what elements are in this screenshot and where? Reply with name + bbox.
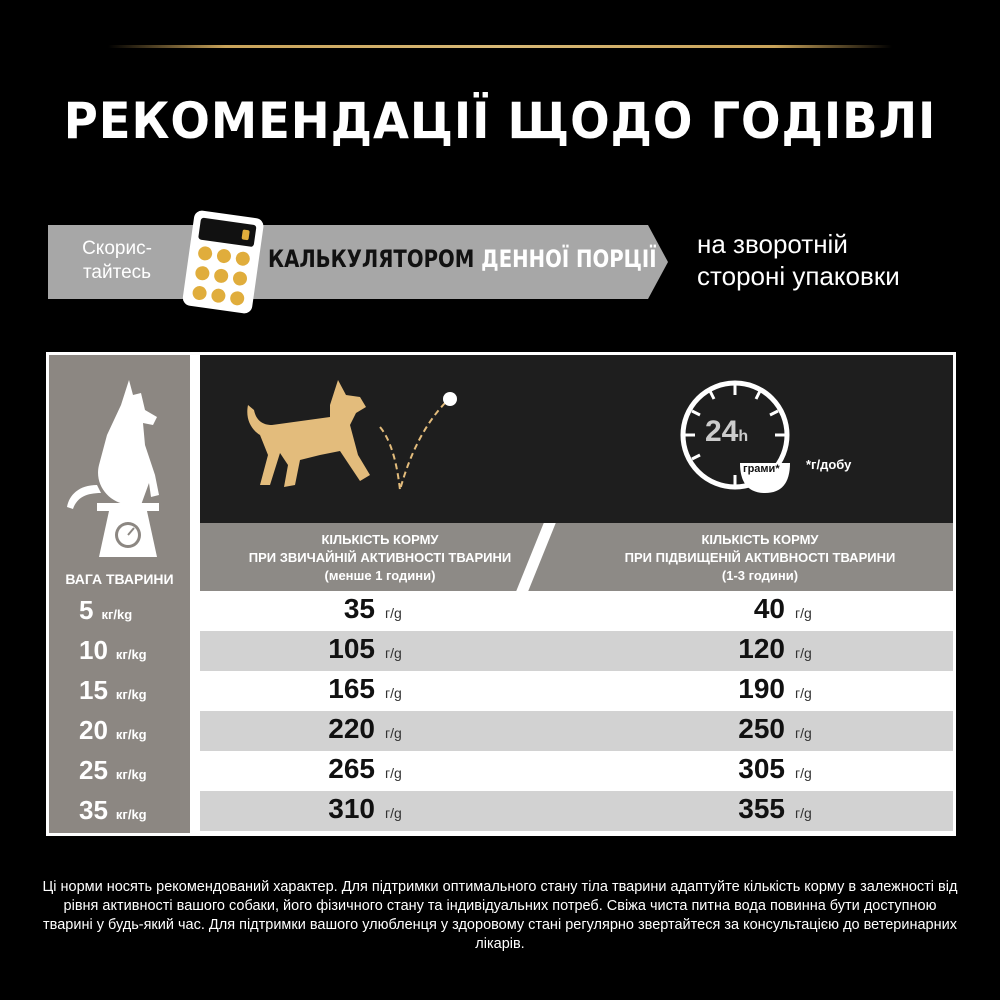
unit: г/g (795, 605, 812, 621)
unit: г/g (385, 725, 402, 741)
table-row: 15 кг/kg 165 г/g 190 г/g (49, 671, 953, 711)
table-row: 5 кг/kg 35 г/g 40 г/g (49, 591, 953, 631)
high-value: 250 (738, 713, 785, 744)
dog-on-scale-icon (67, 380, 159, 557)
weight-cell: 25 кг/kg (79, 755, 147, 785)
table-row: 20 кг/kg 220 г/g 250 г/g (49, 711, 953, 751)
use-line-2: тайтесь (82, 262, 152, 283)
per-day-label: *г/добу (806, 457, 852, 472)
unit: г/g (795, 765, 812, 781)
back-line-1: на зворотній (697, 229, 848, 259)
normal-value: 35 (343, 593, 375, 624)
normal-value: 265 (328, 753, 375, 784)
activity-illustration (247, 380, 790, 493)
unit: г/g (385, 645, 402, 661)
ball-trajectory (379, 402, 446, 491)
high-value: 305 (738, 753, 785, 784)
normal-value: 105 (328, 633, 375, 664)
feeding-table: ВАГА ТВАРИНИ 24h грами* *г/добу КІЛЬКІСТ… (46, 352, 956, 836)
high-value: 40 (753, 593, 785, 624)
normal-value: 310 (328, 793, 375, 824)
running-dog-icon (247, 380, 370, 487)
normal-value: 165 (328, 673, 375, 704)
weight-header: ВАГА ТВАРИНИ (65, 571, 174, 587)
banner-use-text: Скорис-тайтесь (62, 237, 172, 285)
weight-cell: 35 кг/kg (79, 795, 147, 825)
disclaimer-text: Ці норми носять рекомендований характер.… (42, 879, 958, 952)
gold-divider (108, 45, 892, 48)
back-line-2: стороні упаковки (697, 261, 900, 291)
high-value: 120 (738, 633, 785, 664)
unit: г/g (385, 765, 402, 781)
table-row: 35 кг/kg 310 г/g 355 г/g (49, 791, 953, 831)
normal-value: 220 (328, 713, 375, 744)
use-line-1: Скорис- (82, 238, 152, 259)
unit: г/g (385, 605, 402, 621)
weight-cell: 15 кг/kg (79, 675, 147, 705)
high-value: 190 (738, 673, 785, 704)
calculator-icon (182, 210, 264, 314)
unit: г/g (795, 805, 812, 821)
unit: г/g (795, 685, 812, 701)
high-value: 355 (738, 793, 785, 824)
ball-icon (443, 392, 457, 406)
unit: г/g (795, 725, 812, 741)
back-of-pack-text: на зворотній стороні упаковки (697, 228, 900, 292)
calculator-text: КАЛЬКУЛЯТОРОМ ДЕННОЇ ПОРЦІЇ (268, 245, 657, 273)
high-activity-header: КІЛЬКІСТЬ КОРМУ ПРИ ПІДВИЩЕНІЙ АКТИВНОСТІ… (624, 532, 896, 583)
weight-cell: 20 кг/kg (79, 715, 147, 745)
column-headers: КІЛЬКІСТЬ КОРМУ ПРИ ЗВИЧАЙНІЙ АКТИВНОСТІ … (200, 523, 953, 591)
normal-activity-header: КІЛЬКІСТЬ КОРМУ ПРИ ЗВИЧАЙНІЙ АКТИВНОСТІ … (248, 532, 512, 583)
activity-header: 24h грами* *г/добу (200, 355, 953, 523)
calc-light-text: ДЕННОЇ ПОРЦІЇ (481, 245, 657, 273)
unit: г/g (385, 685, 402, 701)
clock-label: 24h (705, 415, 749, 448)
clock-24h-icon (680, 380, 790, 493)
page-title: РЕКОМЕНДАЦІЇ ЩОДО ГОДІВЛІ (63, 92, 937, 150)
table-row: 10 кг/kg 105 г/g 120 г/g (49, 631, 953, 671)
calc-dark-text: КАЛЬКУЛЯТОРОМ (268, 245, 475, 273)
weight-cell: 10 кг/kg (79, 635, 147, 665)
bowl-label: грами* (743, 463, 780, 475)
table-row: 25 кг/kg 265 г/g 305 г/g (49, 751, 953, 791)
weight-cell: 5 кг/kg (79, 595, 133, 625)
unit: г/g (385, 805, 402, 821)
calculator-banner (48, 225, 668, 299)
unit: г/g (795, 645, 812, 661)
